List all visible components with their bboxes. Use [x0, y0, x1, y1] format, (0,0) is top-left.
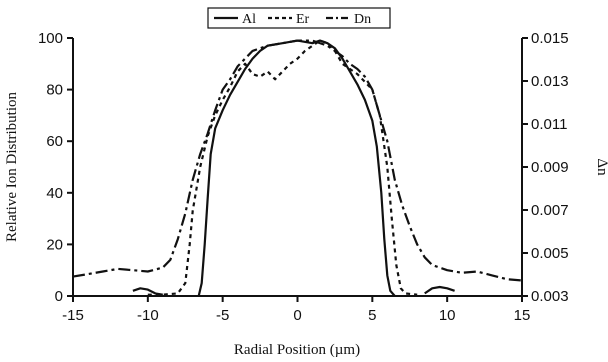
- x-tick-label: 10: [439, 307, 456, 324]
- legend-label-er: Er: [296, 12, 310, 27]
- legend-label-dn: Dn: [354, 12, 371, 27]
- x-tick-label: 5: [368, 307, 376, 324]
- plot-area: [72, 39, 523, 297]
- x-tick-label: -10: [137, 307, 159, 324]
- y2-tick-label: 0.013: [531, 73, 569, 90]
- y-axis-title: Relative Ion Distribution: [4, 92, 20, 242]
- legend-box: [207, 7, 391, 29]
- legend: Al Er Dn: [207, 7, 391, 29]
- y-tick-label: 40: [46, 185, 63, 202]
- series-line-al: [197, 39, 396, 297]
- x-tick-label: 15: [514, 307, 531, 324]
- y2-tick-label: 0.003: [531, 288, 569, 305]
- y-tick-label: 20: [46, 236, 63, 253]
- legend-label-al: Al: [242, 12, 256, 27]
- x-tick-label: -15: [62, 307, 84, 324]
- series-line-er: [147, 39, 418, 296]
- y-tick-label: 100: [38, 30, 63, 47]
- y2-tick-label: 0.007: [531, 202, 569, 219]
- series-line-al: [424, 285, 455, 295]
- y2-tick-label: 0.015: [531, 30, 569, 47]
- y2-tick-label: 0.011: [531, 116, 567, 133]
- y-tick-label: 60: [46, 133, 63, 150]
- y2-tick-label: 0.009: [531, 159, 569, 176]
- x-axis-title: Radial Position (µm): [234, 342, 360, 358]
- x-tick-label: -5: [216, 307, 229, 324]
- y-tick-label: 0: [55, 288, 63, 305]
- y-tick-label: 80: [46, 82, 63, 99]
- y2-axis-title: Δn: [594, 158, 608, 176]
- y2-tick-label: 0.005: [531, 245, 569, 262]
- x-tick-label: 0: [293, 307, 301, 324]
- series-line-dn: [72, 39, 523, 282]
- axes: -15 -10 -5 0 5 10 15 0 20 40 60 80 100 0.003 0.005 0.00…: [38, 30, 569, 324]
